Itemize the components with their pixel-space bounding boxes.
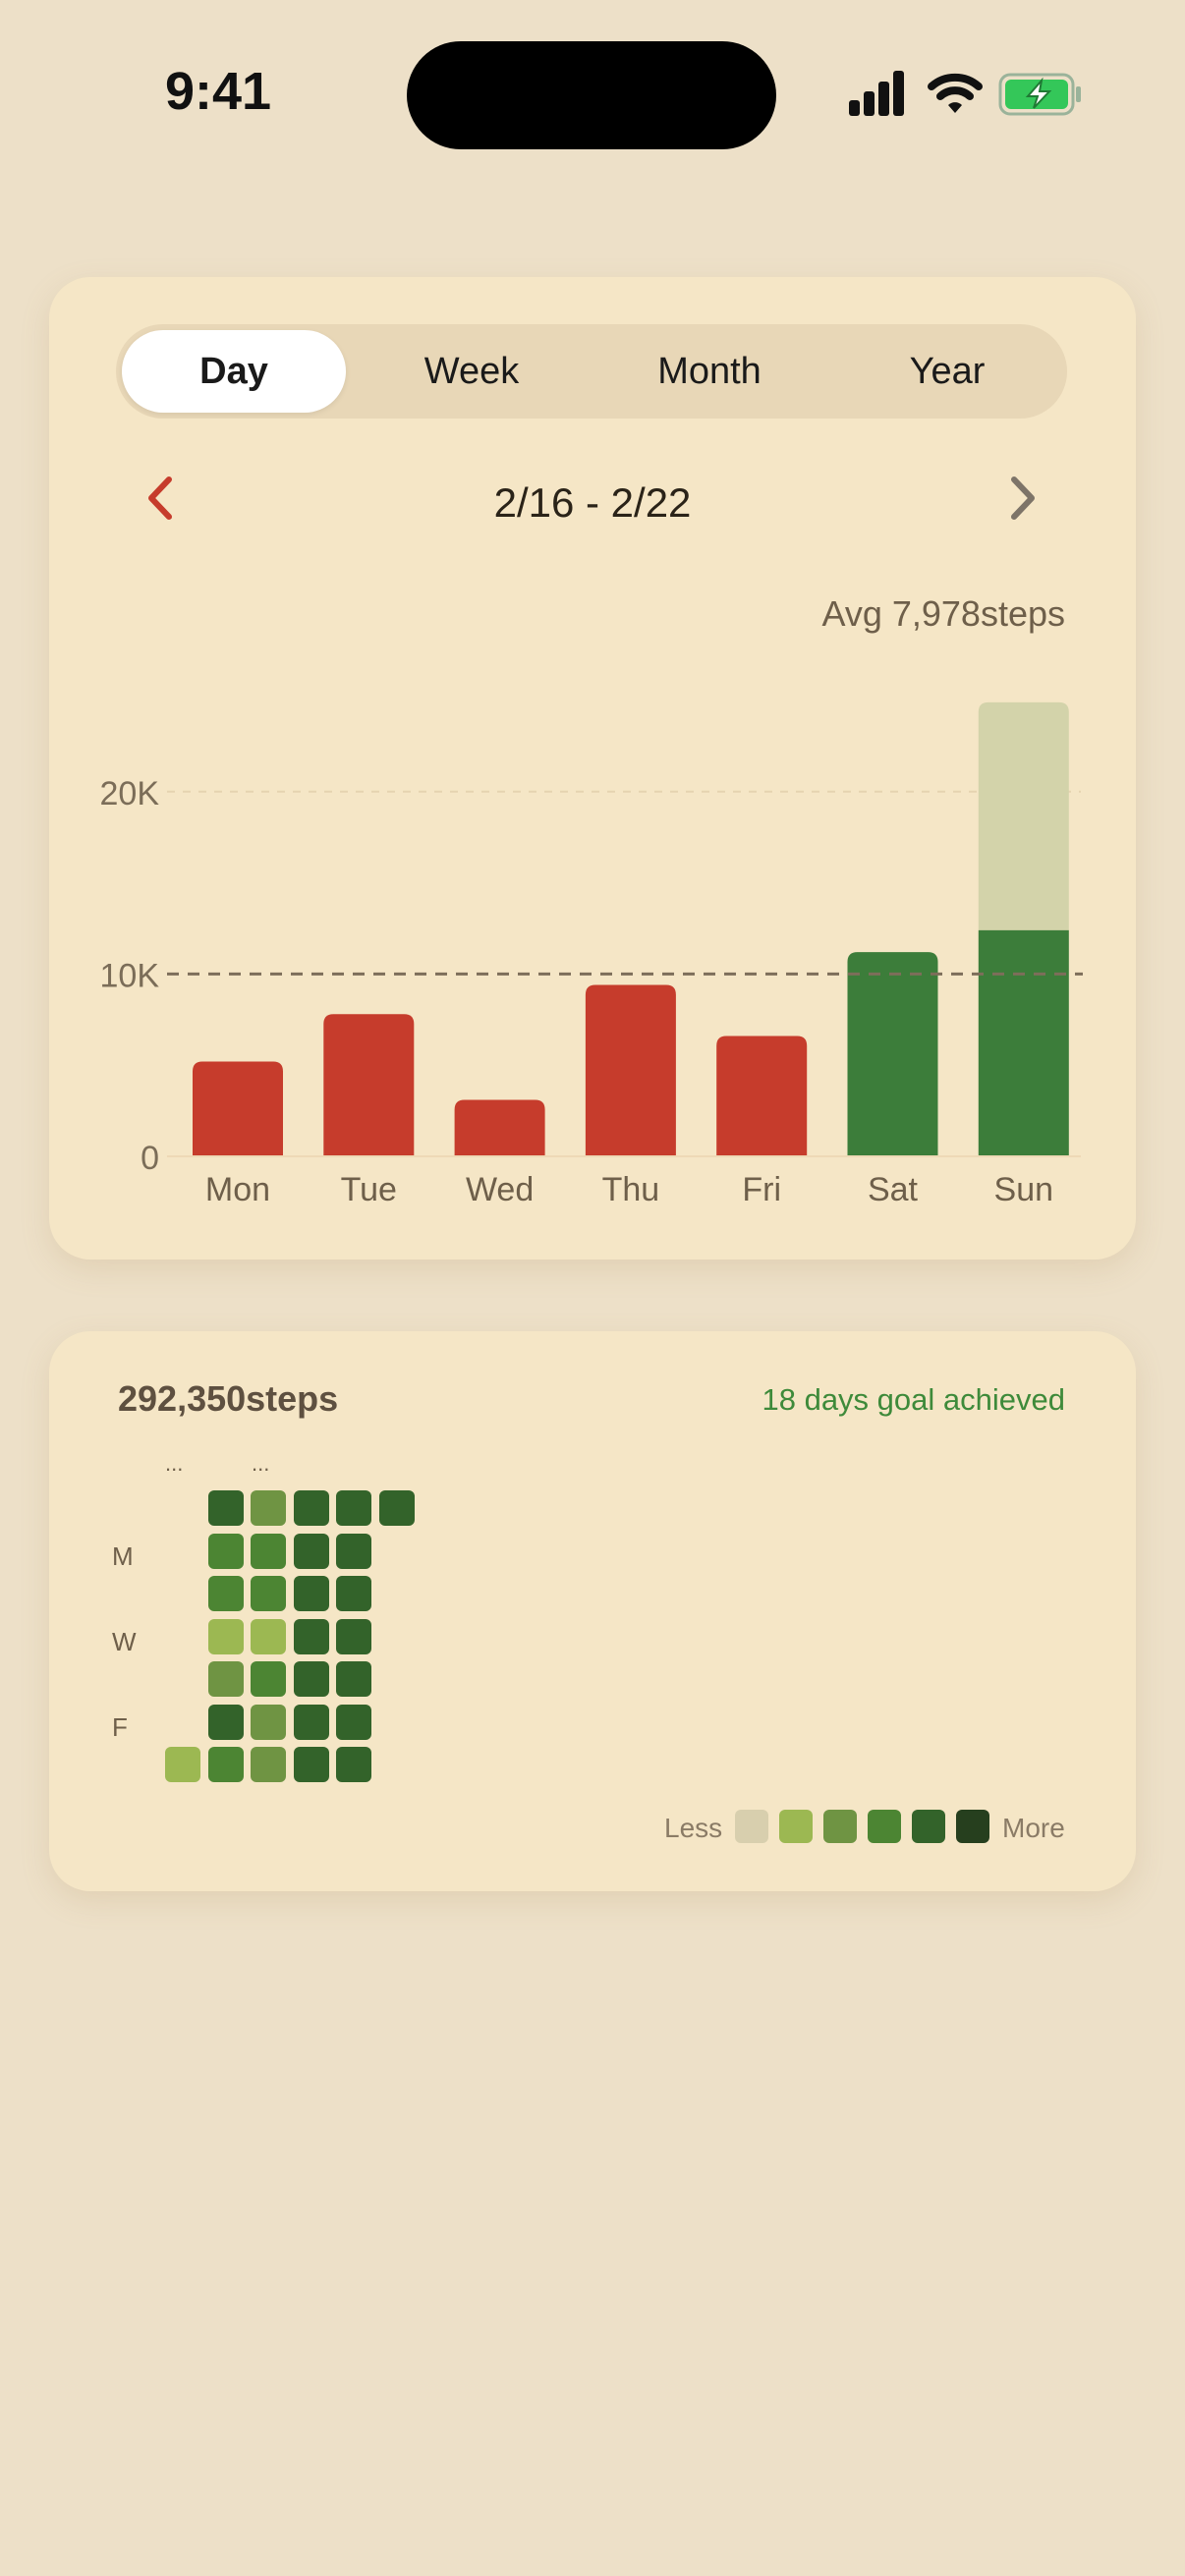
- heatmap-cell: [336, 1490, 371, 1526]
- period-segmented-control: Day Week Month Year: [116, 324, 1067, 419]
- heatmap-cell: [251, 1661, 286, 1697]
- heatmap-cell: [336, 1747, 371, 1782]
- heatmap-cell: [251, 1747, 286, 1782]
- segment-year[interactable]: Year: [909, 350, 986, 392]
- legend-swatch: [823, 1810, 857, 1843]
- bar: [847, 952, 938, 1156]
- average-label: Avg: [821, 593, 882, 634]
- battery-charging-icon: [998, 73, 1081, 116]
- heatmap-cell: [293, 1618, 329, 1654]
- segment-day[interactable]: Day: [122, 330, 346, 413]
- legend-less-label: Less: [664, 1813, 723, 1843]
- legend-swatch: [956, 1810, 989, 1843]
- steps-summary-card: 292,350steps 18 days goal achieved ... .…: [49, 1331, 1136, 1891]
- heatmap-cell: [293, 1576, 329, 1611]
- heatmap-cell: [293, 1661, 329, 1697]
- y-tick-label: 20K: [100, 775, 160, 812]
- heatmap-cell: [207, 1533, 244, 1569]
- segment-week[interactable]: Week: [423, 350, 520, 392]
- cellular-signal-icon: [849, 71, 904, 116]
- date-range-label: 2/16 - 2/22: [493, 479, 692, 526]
- steps-chart-card: Day Week Month Year 2/16 - 2/22 Avg 7,978…: [49, 277, 1136, 1260]
- heatmap-cell: [251, 1576, 286, 1611]
- heatmap-day-label: F: [112, 1712, 128, 1742]
- bar-overflow: [978, 701, 1069, 930]
- bar: [585, 984, 676, 1156]
- x-tick-label: Mon: [205, 1171, 270, 1208]
- heatmap-cell: [207, 1704, 244, 1740]
- weekly-steps-bar-chart: 0 10K 20K Mon Tue Wed Thu Fri Sat Sun: [100, 701, 1083, 1208]
- heatmap-cell: [251, 1618, 286, 1654]
- bar: [454, 1099, 545, 1156]
- heatmap-cell: [293, 1533, 329, 1569]
- x-tick-label: Wed: [466, 1171, 534, 1208]
- average-value: 7,978steps: [891, 593, 1065, 634]
- heatmap-cell: [251, 1490, 286, 1526]
- chevron-right-icon[interactable]: [1002, 474, 1042, 523]
- heatmap-cell: [378, 1490, 415, 1526]
- heatmap-cell: [165, 1747, 200, 1782]
- legend-more-label: More: [1002, 1813, 1065, 1843]
- bar: [716, 1036, 808, 1156]
- bar: [323, 1014, 415, 1156]
- bar: [193, 1061, 283, 1156]
- x-tick-label: Thu: [602, 1171, 660, 1208]
- heatmap-month-marker: ...: [165, 1451, 184, 1476]
- y-tick-label: 0: [141, 1140, 159, 1177]
- heatmap-month-marker: ...: [252, 1451, 270, 1476]
- heatmap-cell: [207, 1618, 244, 1654]
- total-steps: 292,350steps: [118, 1378, 339, 1419]
- x-tick-label: Sun: [994, 1171, 1054, 1208]
- legend-swatch: [868, 1810, 901, 1843]
- heatmap-cell: [251, 1704, 286, 1740]
- heatmap-cell: [207, 1490, 244, 1526]
- heatmap-day-label: W: [112, 1627, 137, 1656]
- status-time: 9:41: [165, 62, 272, 121]
- heatmap-cell: [336, 1661, 371, 1697]
- heatmap-cell: [336, 1704, 371, 1740]
- y-tick-label: 10K: [100, 957, 160, 994]
- heatmap-cell: [251, 1533, 286, 1569]
- heatmap-cell: [207, 1661, 244, 1697]
- heatmap-cell: [293, 1704, 329, 1740]
- x-tick-label: Sat: [868, 1171, 919, 1208]
- legend-swatch: [779, 1810, 813, 1843]
- heatmap-day-label: M: [112, 1541, 134, 1571]
- x-tick-label: Fri: [742, 1171, 781, 1208]
- wifi-icon: [928, 73, 983, 113]
- heatmap-cell: [293, 1747, 329, 1782]
- heatmap-cell: [336, 1576, 371, 1611]
- average-steps: Avg 7,978steps: [812, 593, 1065, 635]
- goal-achieved-text: 18 days goal achieved: [762, 1382, 1065, 1417]
- legend-swatch: [912, 1810, 945, 1843]
- chevron-left-icon[interactable]: [141, 474, 181, 523]
- heatmap-cell: [293, 1490, 329, 1526]
- heatmap-cell: [336, 1533, 371, 1569]
- heatmap-cell: [336, 1618, 371, 1654]
- segment-month[interactable]: Month: [657, 350, 762, 392]
- heatmap-cell: [207, 1747, 244, 1782]
- dynamic-island: [407, 41, 776, 149]
- legend-swatch: [735, 1810, 768, 1843]
- x-tick-label: Tue: [341, 1171, 397, 1208]
- heatmap-cell: [207, 1576, 244, 1611]
- bar: [978, 929, 1069, 1156]
